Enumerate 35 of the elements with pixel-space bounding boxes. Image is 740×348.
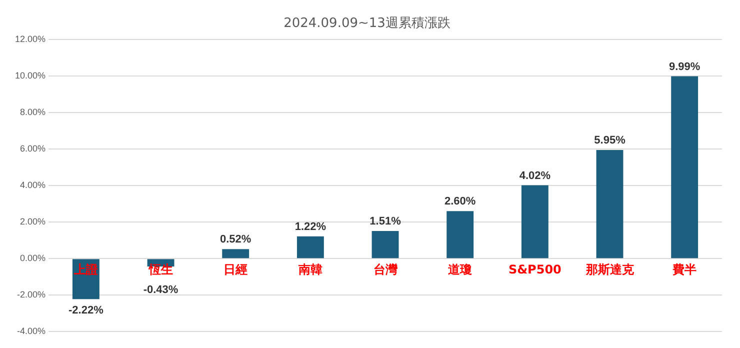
data-label: -2.22% xyxy=(68,304,104,317)
x-tick-label: 台灣 xyxy=(373,262,398,277)
chart-title: 2024.09.09~13週累積漲跌 xyxy=(284,16,450,32)
bar xyxy=(671,76,698,258)
data-label: 9.99% xyxy=(668,60,700,73)
y-tick-label: 6.00% xyxy=(20,144,46,154)
bar xyxy=(596,150,624,258)
bar xyxy=(521,185,548,258)
x-tick-label: 那斯達克 xyxy=(584,262,635,277)
y-tick-label: 12.00% xyxy=(14,34,46,44)
x-tick-label: 南韓 xyxy=(297,262,322,277)
data-label: 5.95% xyxy=(594,134,626,147)
y-tick-label: 0.00% xyxy=(20,253,46,264)
bar xyxy=(296,236,324,258)
y-tick-label: 4.00% xyxy=(20,180,46,190)
x-tick-label: 道瓊 xyxy=(447,262,472,277)
x-tick-label: 上證 xyxy=(72,262,99,277)
y-tick-label: 2.00% xyxy=(20,216,46,227)
y-tick-label: -4.00% xyxy=(16,326,46,336)
y-tick-label: 10.00% xyxy=(14,70,46,81)
data-label: 1.22% xyxy=(294,220,326,233)
data-label: 1.51% xyxy=(370,216,402,228)
x-tick-label: S&P500 xyxy=(508,262,562,277)
x-tick-label: 恆生 xyxy=(148,262,173,277)
bar xyxy=(372,231,399,258)
x-tick-label: 日經 xyxy=(224,262,248,277)
y-tick-label: 8.00% xyxy=(20,107,46,118)
y-tick-label: -2.00% xyxy=(16,290,46,300)
bar xyxy=(446,211,474,258)
data-label: 4.02% xyxy=(519,170,551,182)
data-label: -0.43% xyxy=(143,284,178,296)
x-tick-label: 費半 xyxy=(672,262,697,277)
data-label: 2.60% xyxy=(444,196,476,208)
data-label: 0.52% xyxy=(220,234,252,246)
bar xyxy=(222,249,250,258)
